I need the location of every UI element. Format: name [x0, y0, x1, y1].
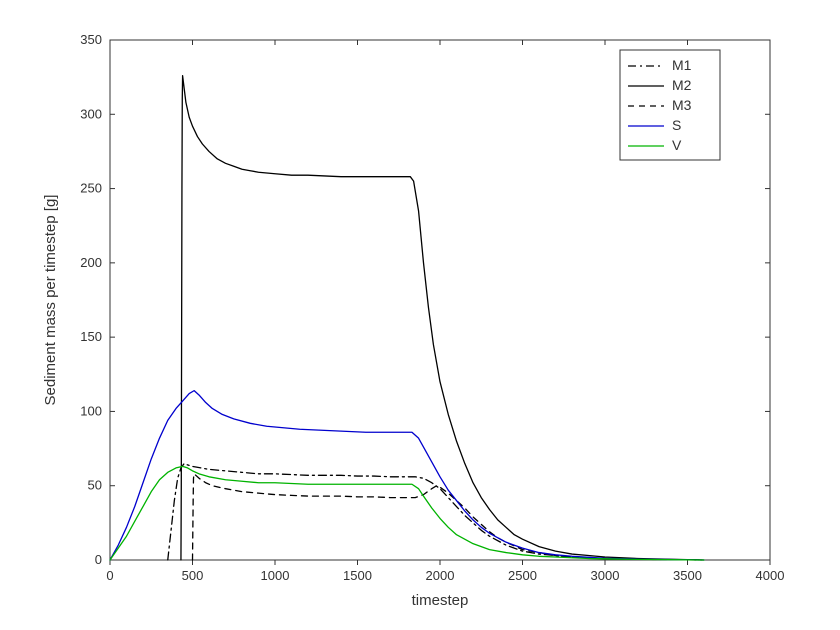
x-tick-label: 2000: [426, 568, 455, 583]
y-tick-label: 300: [80, 106, 102, 121]
x-tick-label: 1500: [343, 568, 372, 583]
y-tick-label: 50: [88, 478, 102, 493]
y-axis-label: Sediment mass per timestep [g]: [42, 195, 59, 406]
legend-label: M1: [672, 57, 692, 73]
legend-label: M2: [672, 77, 692, 93]
y-tick-label: 0: [95, 552, 102, 567]
x-tick-label: 0: [106, 568, 113, 583]
sediment-chart: 0 500 1000 1500 2000 2500 3000 3500 4000 0 50 100 15…: [0, 0, 840, 630]
y-tick-label: 100: [80, 403, 102, 418]
x-tick-label: 500: [182, 568, 204, 583]
x-tick-label: 3000: [591, 568, 620, 583]
chart-svg: 0 500 1000 1500 2000 2500 3000 3500 4000 0 50 100 15…: [0, 0, 840, 630]
y-tick-label: 250: [80, 181, 102, 196]
x-tick-label: 1000: [261, 568, 290, 583]
x-tick-label: 4000: [756, 568, 785, 583]
y-tick-label: 150: [80, 329, 102, 344]
legend-label: M3: [672, 97, 692, 113]
legend-label: V: [672, 137, 682, 153]
x-tick-label: 2500: [508, 568, 537, 583]
x-tick-label: 3500: [673, 568, 702, 583]
y-tick-label: 350: [80, 32, 102, 47]
y-tick-label: 200: [80, 255, 102, 270]
legend-label: S: [672, 117, 681, 133]
x-axis-label: timestep: [412, 592, 469, 609]
